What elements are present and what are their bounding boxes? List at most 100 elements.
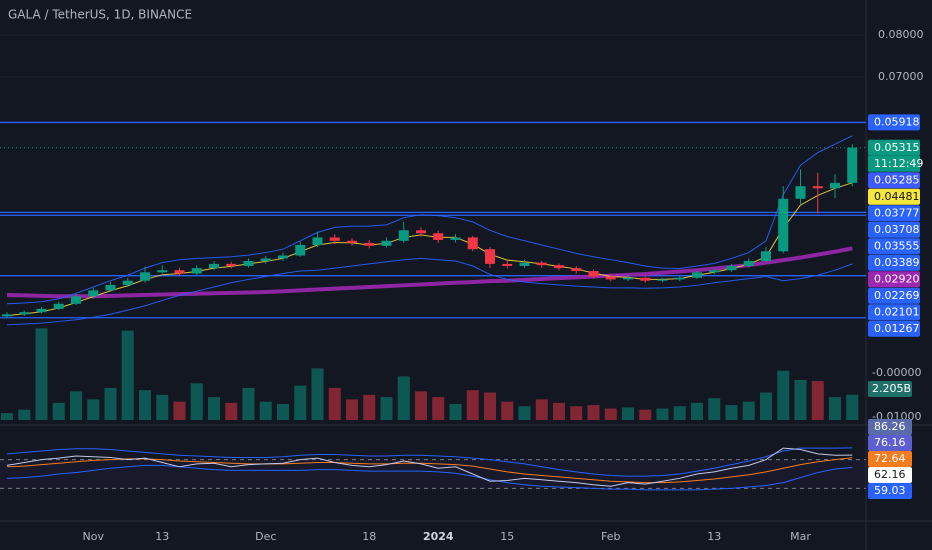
candle-body	[450, 237, 461, 240]
price-tag-label: 0.01267	[874, 322, 920, 335]
candle-body	[554, 265, 564, 269]
oscillator-tag	[868, 483, 912, 499]
candle-body	[657, 279, 668, 281]
volume-bar	[70, 391, 82, 420]
candle-body	[485, 249, 495, 264]
x-tick-label: Nov	[83, 530, 105, 543]
candle-body	[502, 263, 513, 266]
volume-bar	[501, 401, 514, 420]
candle-body	[243, 260, 254, 266]
volume-bar	[225, 402, 238, 420]
candle-body	[36, 308, 47, 313]
volume-bar	[466, 390, 479, 420]
candle-body	[105, 284, 116, 291]
oscillator-line	[6, 447, 853, 487]
candle-body	[571, 268, 582, 272]
x-tick-label: Dec	[255, 530, 276, 543]
axes: 0.08000 0.07000 Nov 13 Dec 18 2024 15 Feb 13 Mar -0…	[83, 28, 924, 543]
volume-bar	[87, 399, 100, 420]
price-tag	[868, 287, 920, 304]
price-tag	[868, 221, 920, 238]
oscillator-tag	[868, 435, 912, 451]
volume-bar	[587, 405, 600, 420]
volume-bar	[415, 391, 427, 420]
volume-bar	[449, 403, 462, 420]
price-tag	[868, 139, 920, 156]
candle-body	[778, 198, 789, 252]
y-tick-label: 0.08000	[878, 28, 924, 41]
candle-body	[519, 262, 530, 266]
candle-body	[812, 186, 823, 189]
candle-body	[71, 296, 81, 304]
volume-bar	[484, 392, 496, 420]
oscillator-line	[6, 464, 853, 491]
indicator-line	[6, 135, 853, 305]
volume-bar	[311, 368, 324, 420]
volume-bar	[208, 397, 220, 420]
volume-bar	[346, 399, 358, 420]
candle-body	[692, 272, 702, 278]
volume-bar	[294, 385, 307, 420]
indicator-line	[6, 246, 853, 299]
price-tag-label: 0.02101	[874, 305, 920, 318]
volume-bar	[777, 370, 790, 420]
volume-bar	[811, 381, 824, 420]
oscillator-tag-label: 62.16	[874, 468, 906, 481]
x-tick-label: 13	[707, 530, 721, 543]
y-tick-label: 0.07000	[878, 70, 924, 83]
candle-body	[312, 237, 323, 245]
candle-body	[398, 230, 409, 241]
price-tag	[868, 172, 920, 189]
candle-body	[209, 263, 219, 269]
x-tick-label: 18	[362, 530, 376, 543]
price-tag-label: 0.03708	[874, 223, 920, 236]
volume-bar	[277, 403, 289, 420]
volume-bar	[535, 399, 548, 420]
candle-body	[329, 237, 340, 241]
price-tag-label: 0.04481	[874, 190, 920, 203]
oscillator-tag	[868, 467, 912, 483]
volume-bar	[173, 401, 186, 420]
volume-bar	[35, 328, 48, 420]
volume-bar	[139, 390, 151, 420]
volume-bar	[570, 406, 583, 420]
candle-body	[226, 263, 237, 266]
indicator-line	[6, 257, 853, 326]
volume-bar	[52, 402, 65, 420]
candle-body	[140, 272, 150, 281]
volume-bar	[242, 387, 255, 420]
volume-bar	[380, 397, 393, 420]
candle-body	[623, 277, 633, 280]
candle-body	[347, 240, 357, 243]
volume-bar	[397, 376, 410, 420]
volume-bar	[794, 379, 807, 420]
volume-axis-label: -0.00000	[872, 366, 921, 379]
price-tag-label: 0.05285	[874, 173, 920, 186]
candle-body	[847, 147, 858, 183]
countdown-label: 11:12:49	[874, 157, 923, 170]
x-tick-label: Feb	[601, 530, 620, 543]
volume-bar	[190, 383, 203, 420]
candle-body	[795, 186, 806, 199]
volume-bar	[604, 408, 617, 420]
candle-body	[536, 262, 547, 266]
chart-title: GALA / TetherUS, 1D, BINANCE	[8, 8, 192, 22]
oscillator-tag	[868, 451, 912, 467]
oscillator-tag-label: 59.03	[874, 484, 906, 497]
volume-bar	[760, 392, 772, 420]
oscillator-tag-label: 72.64	[874, 452, 906, 465]
price-tag	[868, 271, 920, 288]
volume-bar	[708, 398, 721, 420]
level-band	[0, 459, 866, 489]
volume-bar	[553, 402, 565, 420]
volume-bar	[1, 413, 13, 420]
candle-body	[640, 277, 651, 281]
candle-body	[260, 258, 271, 261]
candle-body	[278, 255, 288, 259]
volume-bar	[104, 387, 117, 420]
volume-bar	[846, 394, 859, 420]
candle-body	[2, 314, 12, 317]
candle-body	[295, 244, 306, 256]
